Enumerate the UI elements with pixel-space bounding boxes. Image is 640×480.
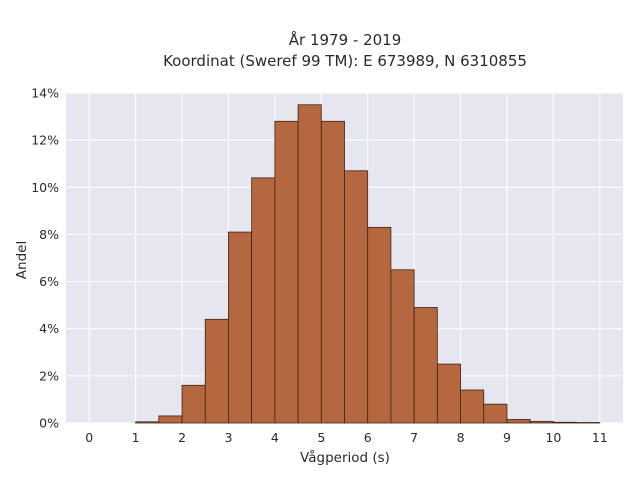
y-tick-label: 14% (31, 86, 59, 101)
y-tick-label: 12% (31, 133, 59, 148)
x-tick-label: 2 (178, 430, 186, 445)
y-axis-ticks: 0% 2% 4% 6% 8% 10% 12% 14% (31, 86, 59, 431)
histogram-bar (320, 120, 345, 424)
x-tick-label: 8 (457, 430, 465, 445)
x-tick-label: 5 (317, 430, 325, 445)
x-tick-label: 4 (271, 430, 279, 445)
histogram-bar (204, 318, 229, 424)
histogram-bar (181, 384, 206, 424)
y-axis-label: Andel (14, 241, 30, 279)
y-tick-label: 10% (31, 180, 59, 195)
y-tick-label: 2% (39, 368, 59, 383)
histogram-bar (460, 389, 485, 424)
y-tick-label: 8% (39, 227, 59, 242)
x-axis-label: Vågperiod (s) (300, 449, 390, 466)
x-tick-label: 10 (545, 430, 561, 445)
histogram-bar (576, 422, 601, 424)
y-tick-label: 4% (39, 321, 59, 336)
x-tick-label: 3 (224, 430, 232, 445)
x-axis-ticks: 0 1 2 3 4 5 6 7 8 9 10 11 (85, 430, 608, 445)
histogram-bar (274, 120, 299, 424)
histogram-bar (344, 170, 369, 424)
histogram-bar (228, 231, 253, 424)
histogram-bar (367, 226, 392, 424)
histogram-bar (413, 307, 438, 424)
x-tick-label: 7 (410, 430, 418, 445)
x-tick-label: 11 (592, 430, 608, 445)
y-tick-label: 0% (39, 416, 59, 431)
x-tick-label: 6 (364, 430, 372, 445)
x-tick-label: 9 (503, 430, 511, 445)
histogram-bar (506, 419, 531, 424)
histogram-bar (135, 421, 160, 424)
histogram-bar (251, 177, 276, 424)
histogram-bar (158, 415, 183, 424)
histogram-bar (483, 403, 508, 424)
histogram-bar (552, 421, 577, 424)
x-tick-label: 0 (85, 430, 93, 445)
histogram-bar (436, 363, 461, 424)
histogram-bar (390, 269, 415, 424)
x-tick-label: 1 (132, 430, 140, 445)
histogram-bar (529, 420, 554, 424)
chart-title-line-1: År 1979 - 2019 (289, 30, 402, 49)
y-tick-label: 6% (39, 274, 59, 289)
histogram-bar (297, 104, 322, 424)
chart-title-line-2: Koordinat (Sweref 99 TM): E 673989, N 63… (163, 52, 527, 70)
histogram-bars (135, 104, 601, 424)
